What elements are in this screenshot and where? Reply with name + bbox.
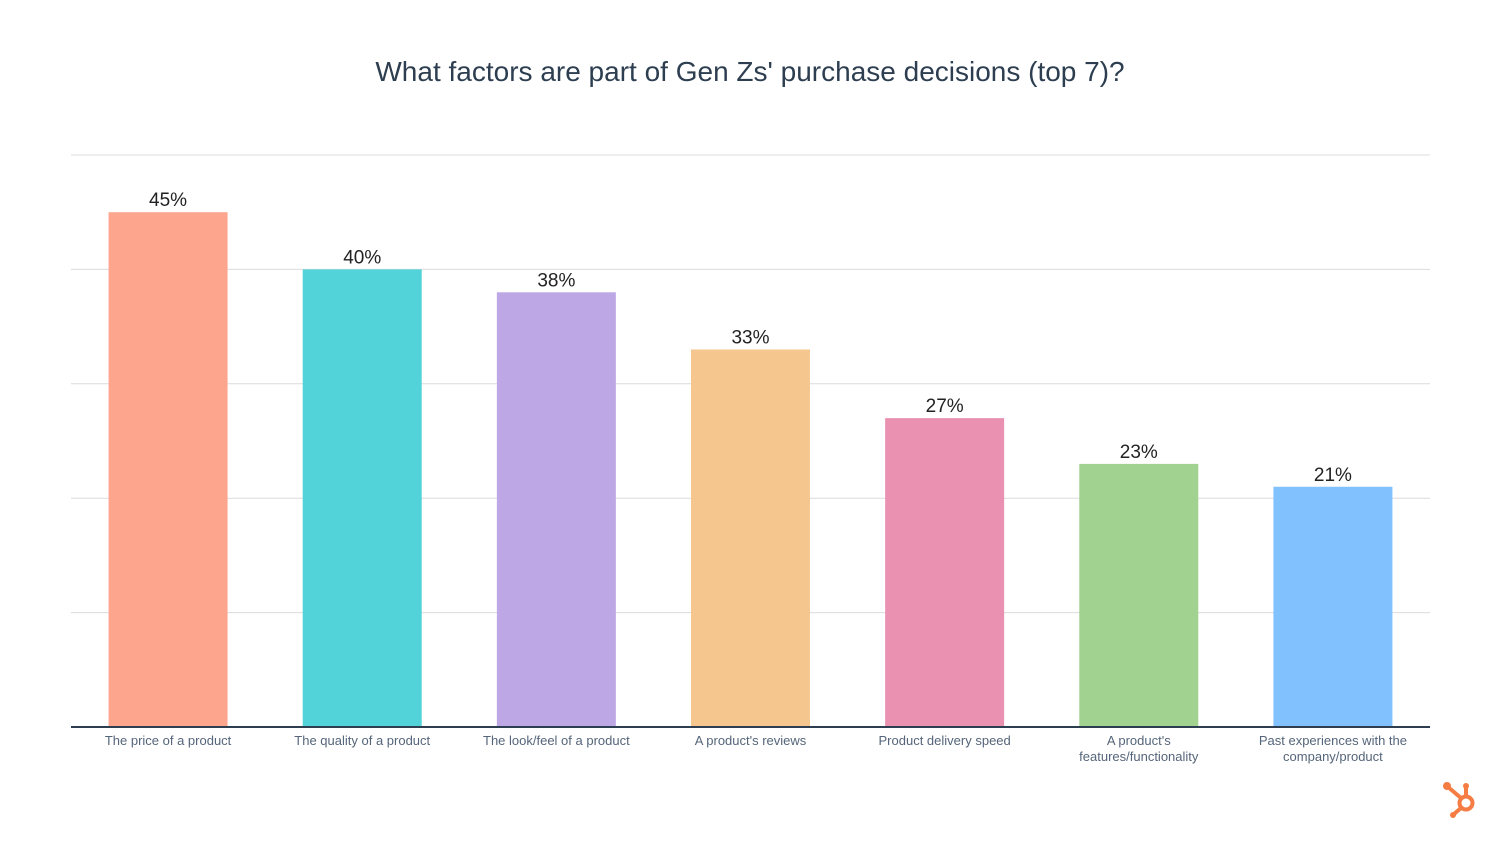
bar <box>302 269 422 727</box>
data-label: 33% <box>731 327 769 348</box>
x-tick-label: company/product <box>1283 749 1383 764</box>
x-tick-label: Past experiences with the <box>1259 733 1407 748</box>
bar <box>108 212 228 727</box>
x-tick-label: Product delivery speed <box>879 733 1011 748</box>
data-label: 27% <box>926 396 964 417</box>
x-tick-label: features/functionality <box>1079 749 1199 764</box>
bar <box>496 292 616 727</box>
x-tick-label: The price of a product <box>105 733 232 748</box>
data-label: 40% <box>343 247 381 268</box>
data-label: 21% <box>1314 465 1352 486</box>
bar <box>1273 486 1393 727</box>
hubspot-sprocket-icon <box>1443 782 1475 818</box>
data-label: 45% <box>149 190 187 211</box>
data-label: 23% <box>1120 442 1158 463</box>
x-tick-label: A product's reviews <box>695 733 807 748</box>
bar <box>691 349 810 727</box>
x-tick-label: A product's <box>1107 733 1171 748</box>
bar <box>885 418 1005 727</box>
data-label: 38% <box>537 270 575 291</box>
chart-title: What factors are part of Gen Zs' purchas… <box>375 56 1125 87</box>
x-tick-label: The look/feel of a product <box>483 733 630 748</box>
bar <box>1079 463 1199 727</box>
x-tick-label: The quality of a product <box>294 733 430 748</box>
